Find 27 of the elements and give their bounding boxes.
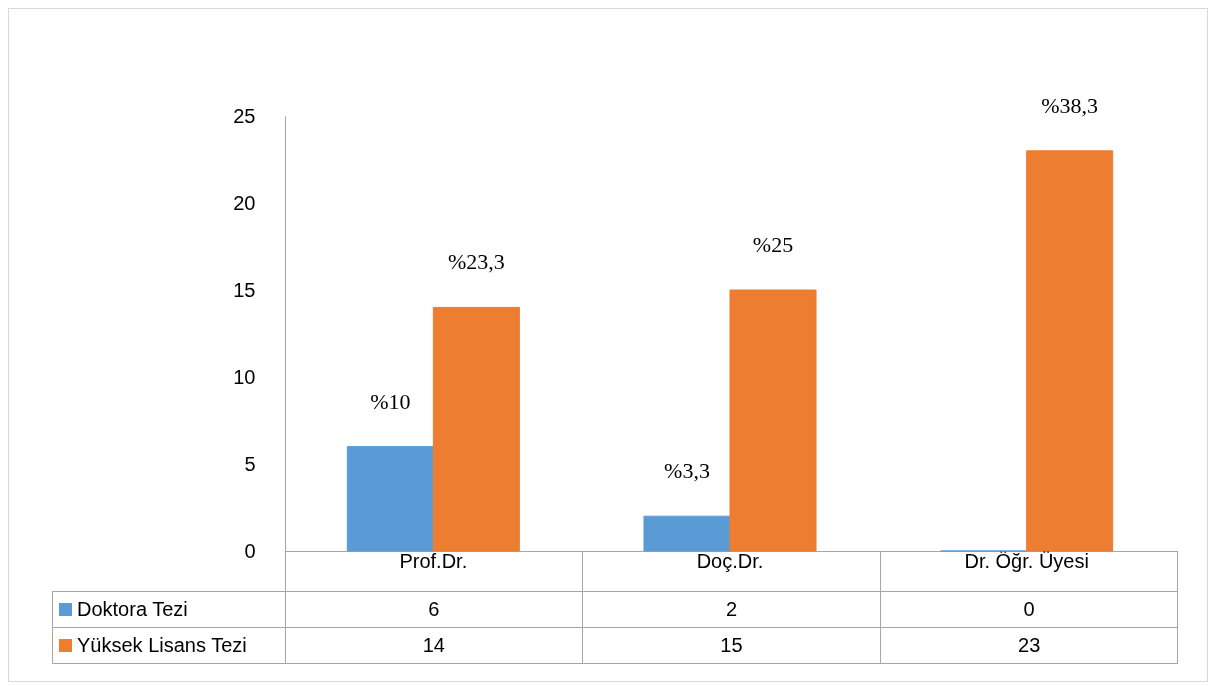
bar bbox=[1026, 150, 1114, 552]
y-tick-label: 15 bbox=[233, 278, 256, 301]
data-label: 14 bbox=[285, 627, 583, 664]
data-label: 0 bbox=[880, 591, 1178, 628]
data-label: 2 bbox=[582, 591, 881, 628]
annotation: %23,3 bbox=[447, 249, 505, 275]
legend-label: Yüksek Lisans Tezi bbox=[77, 634, 247, 656]
data-label: 6 bbox=[285, 591, 583, 628]
y-tick-label: 20 bbox=[233, 191, 256, 214]
bar bbox=[729, 289, 817, 552]
y-tick-label: 25 bbox=[233, 104, 256, 127]
annotation: %3,3 bbox=[664, 458, 710, 484]
y-tick-label: 5 bbox=[244, 452, 256, 475]
annotation: %25 bbox=[752, 232, 794, 257]
data-label: 15 bbox=[582, 627, 881, 664]
annotation: %38,3 bbox=[1041, 92, 1099, 118]
bar bbox=[432, 306, 520, 552]
annotation: %10 bbox=[370, 388, 411, 414]
x-tick-label: Dr. Öğr. Üyesi bbox=[964, 549, 1089, 572]
bar bbox=[346, 446, 434, 552]
y-tick-label: 0 bbox=[244, 539, 256, 562]
x-tick-label: Doç.Dr. bbox=[696, 549, 764, 572]
data-label: 23 bbox=[880, 627, 1178, 664]
y-tick-label: 10 bbox=[233, 365, 256, 388]
bar bbox=[643, 515, 731, 552]
x-tick-label: Prof.Dr. bbox=[399, 549, 468, 572]
legend-label: Doktora Tezi bbox=[77, 598, 188, 620]
